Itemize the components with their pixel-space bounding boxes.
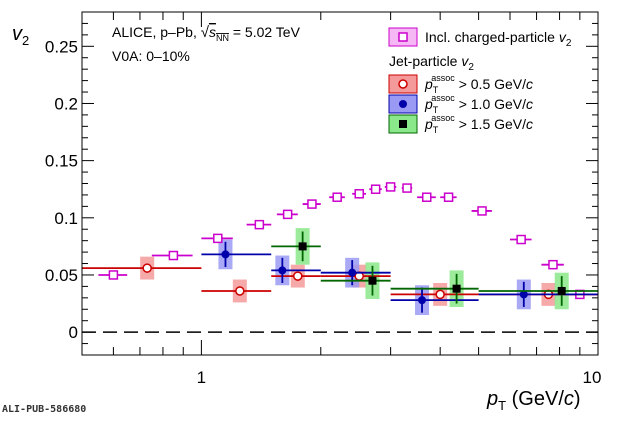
legend-marker (399, 100, 407, 108)
pub-id: ALI-PUB-586680 (2, 404, 87, 415)
point-incl (354, 189, 364, 199)
point-jet-10 (278, 266, 287, 275)
point-incl (477, 206, 487, 216)
point-incl (307, 199, 317, 209)
point-incl (402, 183, 412, 193)
point-jet-15 (368, 276, 377, 285)
annotation-system: ALICE, p–Pb, √sNN = 5.02 TeV (112, 24, 301, 43)
y-axis-label-sub: 2 (22, 33, 29, 48)
annotation-centrality: V0A: 0–10% (112, 48, 190, 64)
y-axis-label: v2 (12, 23, 29, 48)
x-tick-label: 1 (197, 368, 206, 387)
y-tick-label: 0.2 (54, 94, 78, 113)
point-incl (548, 259, 558, 270)
point-jet-10 (519, 290, 528, 299)
point-jet-05 (293, 271, 303, 281)
y-axis-label-v: v (12, 23, 23, 45)
legend-marker (399, 120, 407, 128)
y-tick-label: 0.05 (45, 266, 78, 285)
point-incl (370, 184, 381, 194)
point-incl (213, 233, 223, 244)
x-tick-label: 10 (583, 368, 602, 387)
point-jet-05 (235, 286, 245, 296)
point-jet-10 (348, 268, 357, 277)
point-incl (443, 192, 454, 202)
point-incl (332, 192, 342, 202)
point-incl (385, 182, 396, 192)
legend-label: Incl. charged-particle v2 (425, 29, 572, 49)
legend: Incl. charged-particle v2 pTassoc > 0.5 G… (388, 27, 572, 135)
legend-label: pTassoc > 1.0 GeV/c (424, 93, 533, 115)
legend-marker (398, 32, 408, 42)
point-incl (108, 270, 119, 280)
point-jet-15 (298, 242, 307, 251)
point-jet-15 (452, 284, 461, 293)
y-tick-label: 0.15 (45, 152, 78, 171)
axis-ticks: 0 0.05 0.1 0.15 0.2 0.25 1 10 (45, 12, 602, 387)
data-points (82, 182, 598, 313)
legend-header: Jet-particle v2 (389, 53, 474, 73)
point-incl (421, 192, 432, 202)
y-tick-label: 0 (69, 323, 78, 342)
point-jet-10 (418, 296, 427, 305)
point-incl (254, 219, 265, 230)
point-incl (282, 209, 293, 220)
legend-marker (398, 79, 408, 89)
point-jet-10 (221, 250, 230, 259)
legend-label: pTassoc > 1.5 GeV/c (424, 113, 533, 135)
point-jet-15 (557, 286, 566, 295)
point-incl (168, 250, 179, 261)
y-tick-label: 0.25 (45, 37, 78, 56)
y-tick-label: 0.1 (54, 209, 78, 228)
point-jet-05 (435, 289, 445, 300)
point-jet-05 (142, 263, 152, 273)
legend-label: pTassoc > 0.5 GeV/c (424, 73, 533, 95)
x-axis-label: pT (GeV/c) (486, 388, 581, 413)
point-incl (516, 234, 526, 245)
